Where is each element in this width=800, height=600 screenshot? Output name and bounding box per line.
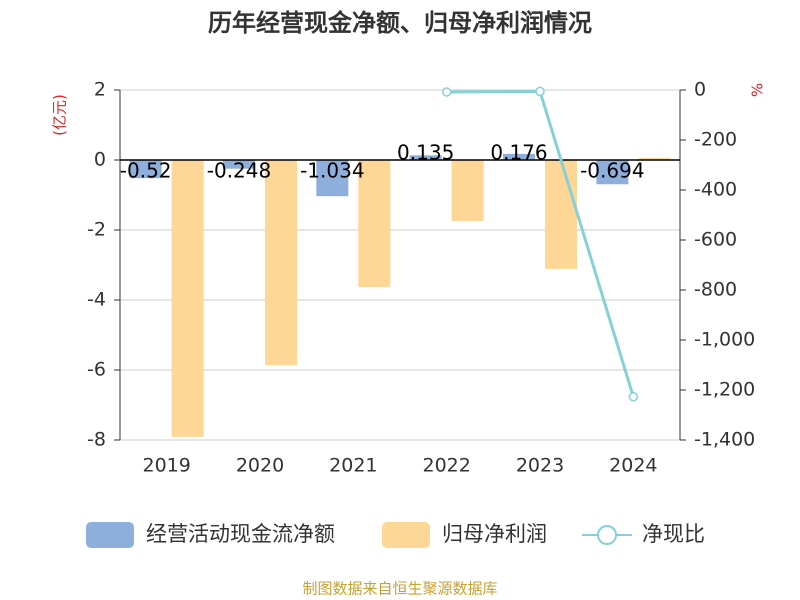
y-tick-label: -8 xyxy=(87,429,106,451)
line xyxy=(446,89,635,398)
y2-tick-label: -1,000 xyxy=(694,329,755,351)
y2-tick-label: 0 xyxy=(694,79,706,101)
y-tick-label: 2 xyxy=(94,79,106,101)
bar xyxy=(638,158,671,160)
y2-tick-label: -600 xyxy=(694,229,737,251)
y2-axis-label: % xyxy=(749,83,767,97)
bar xyxy=(129,160,162,179)
bar xyxy=(358,160,391,288)
legend-swatch xyxy=(597,525,617,545)
y2-tick-label: -1,200 xyxy=(694,379,755,401)
line-marker xyxy=(535,86,545,97)
data-label: 0.135 xyxy=(397,141,454,165)
y2-tick-label: -800 xyxy=(694,279,737,301)
line-marker xyxy=(441,87,452,97)
legend-label: 归母净利润 xyxy=(442,522,547,546)
y-axis-label: (亿元) xyxy=(51,94,69,136)
legend-swatch xyxy=(382,522,430,548)
bar xyxy=(503,153,535,160)
x-tick-label: 2024 xyxy=(609,455,657,477)
data-label: -0.248 xyxy=(207,159,271,183)
y2-tick-label: -400 xyxy=(694,179,737,201)
legend-label: 净现比 xyxy=(642,522,705,546)
y2-tick-label: -1,400 xyxy=(694,429,755,451)
bar xyxy=(171,160,204,437)
x-tick-label: 2019 xyxy=(142,455,190,477)
data-label: 0.176 xyxy=(490,141,547,165)
bar xyxy=(316,160,349,197)
bar xyxy=(409,155,442,160)
y-tick-label: 0 xyxy=(94,149,106,171)
x-tick-label: 2023 xyxy=(516,455,564,477)
data-label: -1.034 xyxy=(300,159,364,183)
x-tick-label: 2020 xyxy=(236,455,284,477)
bar xyxy=(223,160,255,169)
y-tick-label: -4 xyxy=(87,289,106,311)
legend-label: 经营活动现金流净额 xyxy=(146,522,335,546)
data-label: -0.52 xyxy=(120,159,172,183)
bar xyxy=(451,160,484,221)
y-tick-label: -6 xyxy=(87,359,106,381)
bar xyxy=(545,160,577,269)
chart-title: 历年经营现金净额、归母净利润情况 xyxy=(208,9,592,37)
x-tick-label: 2021 xyxy=(329,455,377,477)
footer: 制图数据来自恒生聚源数据库 xyxy=(302,580,497,598)
legend-swatch xyxy=(86,522,134,548)
y-tick-label: -2 xyxy=(87,219,106,241)
y2-tick-label: -200 xyxy=(694,129,737,151)
x-tick-label: 2022 xyxy=(422,455,470,477)
data-label: -0.694 xyxy=(580,159,644,183)
line-marker xyxy=(628,392,639,402)
bar xyxy=(596,160,629,185)
bar xyxy=(265,160,297,366)
